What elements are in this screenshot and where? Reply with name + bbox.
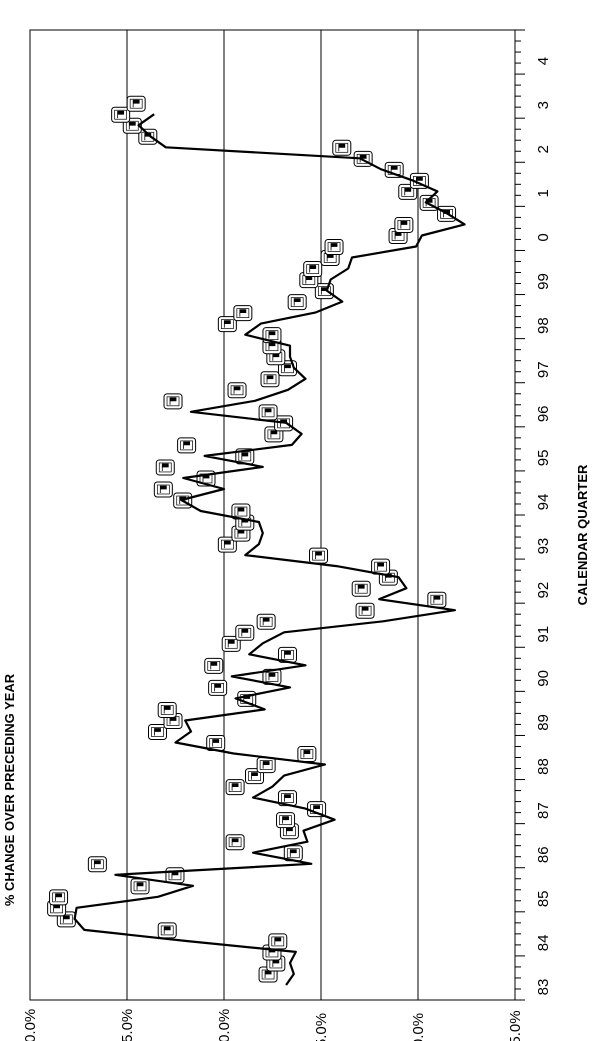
y-tick-label: 0.0% [410,1013,427,1041]
x-tick-label: 90 [535,670,552,687]
x-axis-title: CALENDAR QUARTER [575,464,590,605]
data-point [157,922,177,939]
x-tick-label: 95 [535,450,552,467]
data-point [277,646,297,663]
x-tick-label: 97 [535,361,552,378]
data-point [130,878,150,895]
data-point [258,404,278,421]
data-point [384,161,404,178]
y-tick-label: -5.0% [507,1010,524,1041]
plot-frame [29,29,516,1001]
data-point [235,624,255,641]
axis-labels: % CHANGE OVER PRECEDING YEAR CALENDAR QU… [2,464,590,906]
grid [126,30,419,1000]
data-point [256,613,276,630]
x-tick-label: 88 [535,758,552,775]
data-point [355,602,375,619]
data-point [231,503,251,520]
data-point [221,635,241,652]
data-point [283,845,303,862]
data-point [204,657,224,674]
data-point [217,536,237,553]
y-tick-label: 10.0% [216,1009,233,1041]
x-tick-label: 85 [535,890,552,907]
data-point [148,724,167,740]
data-point [208,679,228,696]
x-tick-label: 4 [535,57,552,65]
x-tick-label: 93 [535,538,552,555]
x-tick-label: 2 [535,145,552,153]
data-point [111,106,131,123]
data-point [287,294,307,311]
x-tick-label: 92 [535,582,552,599]
data-point [309,547,329,564]
x-tick-label: 1 [535,189,552,197]
x-tick-label: 89 [535,714,552,731]
data-point [260,371,280,388]
data-point [394,216,414,233]
data-point [87,856,107,873]
data-point [276,812,296,829]
data-point [155,459,175,476]
data-point [177,437,197,454]
data-point [268,933,288,950]
data-point [332,139,352,156]
data-point [297,746,317,763]
data-point [427,591,447,608]
axes: 20.0% 15.0% 10.0% 5.0% 0.0% -5.0% 83 84 85 86 87 88… [22,29,552,1041]
data-point [126,95,146,112]
x-tick-label: 96 [535,405,552,422]
y-tick-label: 15.0% [119,1009,136,1041]
x-tick-label: 86 [535,846,552,863]
x-tick-label: 91 [535,626,552,643]
data-point [351,580,371,597]
data-point [225,834,245,851]
data-point [233,305,253,322]
y-tick-label: 20.0% [22,1009,39,1041]
data-point [256,757,276,774]
y-axis-title: % CHANGE OVER PRECEDING YEAR [2,673,17,906]
data-point [157,701,177,718]
x-tick-label: 84 [535,935,552,952]
data-points [47,95,457,983]
data-point [153,481,173,498]
data-point [217,316,237,333]
data-point [225,779,245,796]
y-tick-label: 5.0% [313,1013,330,1041]
x-tick-label: 0 [535,233,552,241]
x-tick-label: 3 [535,101,552,109]
data-point [227,382,247,399]
x-tick-label: 87 [535,802,552,819]
data-point [262,327,282,344]
x-tick-label: 98 [535,317,552,334]
data-point [324,239,344,255]
data-point [303,261,323,278]
x-tick-label: 99 [535,273,552,290]
data-point [49,889,69,906]
x-tick-label: 94 [535,494,552,511]
x-tick-label: 83 [535,979,552,996]
series [73,113,466,986]
series-line [73,113,466,986]
data-point [163,393,183,410]
